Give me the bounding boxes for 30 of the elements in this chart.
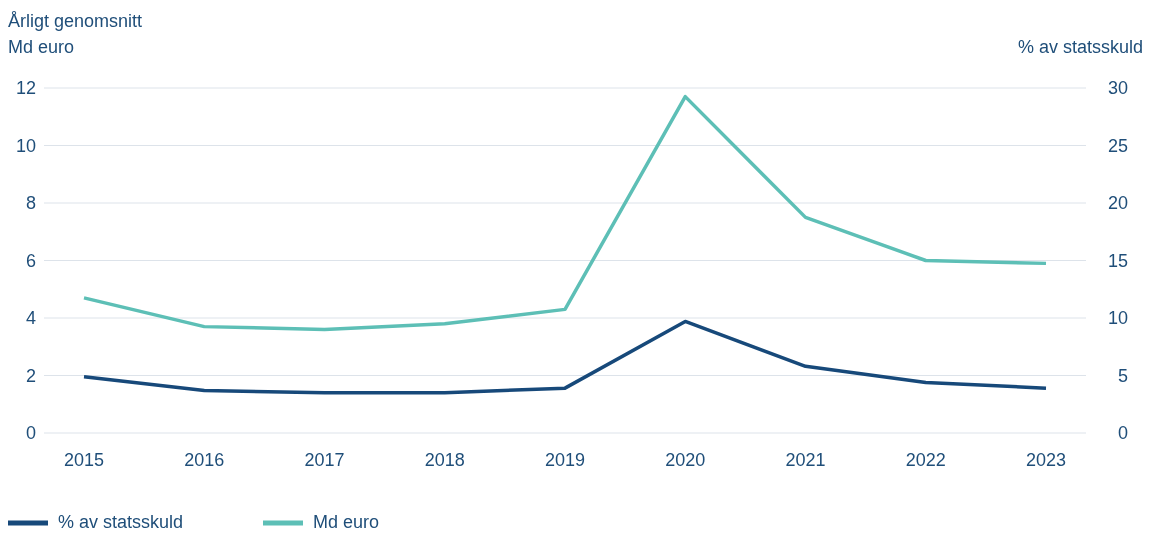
chart-title: Årligt genomsnitt <box>8 10 143 33</box>
y2-tick-label: 10 <box>1107 308 1128 329</box>
y2-tick-label: 25 <box>1107 135 1128 156</box>
y-axis-title: Md euro <box>8 36 76 59</box>
x-tick-label: 2023 <box>1025 449 1067 470</box>
y2-tick-label: 5 <box>1117 365 1128 386</box>
x-tick-label: 2017 <box>304 449 345 470</box>
legend-label: Md euro <box>313 511 380 532</box>
y-tick-label: 10 <box>15 135 36 156</box>
x-tick-label: 2016 <box>184 449 225 470</box>
x-tick-label: 2022 <box>905 449 946 470</box>
legend-label: % av statsskuld <box>58 511 184 532</box>
y-tick-label: 0 <box>25 423 36 444</box>
y-tick-label: 8 <box>25 193 36 214</box>
line-series <box>82 94 1048 332</box>
y-tick-label: 6 <box>25 250 36 271</box>
line-series <box>82 319 1048 395</box>
y-tick-label: 12 <box>15 78 36 99</box>
y2-tick-label: 30 <box>1107 78 1128 99</box>
x-tick-label: 2021 <box>785 449 826 470</box>
y2-tick-label: 20 <box>1107 193 1128 214</box>
y2-tick-label: 15 <box>1107 250 1128 271</box>
x-tick-label: 2015 <box>63 449 105 470</box>
y2-tick-label: 0 <box>1117 423 1128 444</box>
x-tick-label: 2020 <box>665 449 706 470</box>
y-tick-label: 4 <box>25 308 36 329</box>
x-tick-label: 2018 <box>424 449 465 470</box>
y-tick-label: 2 <box>25 365 36 386</box>
y2-axis-title: % av statsskuld <box>1017 36 1143 59</box>
x-tick-label: 2019 <box>544 449 586 470</box>
